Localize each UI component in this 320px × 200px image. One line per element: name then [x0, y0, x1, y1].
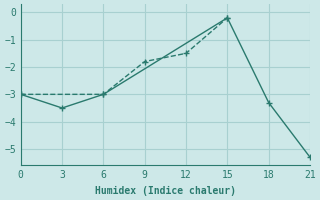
- X-axis label: Humidex (Indice chaleur): Humidex (Indice chaleur): [95, 186, 236, 196]
